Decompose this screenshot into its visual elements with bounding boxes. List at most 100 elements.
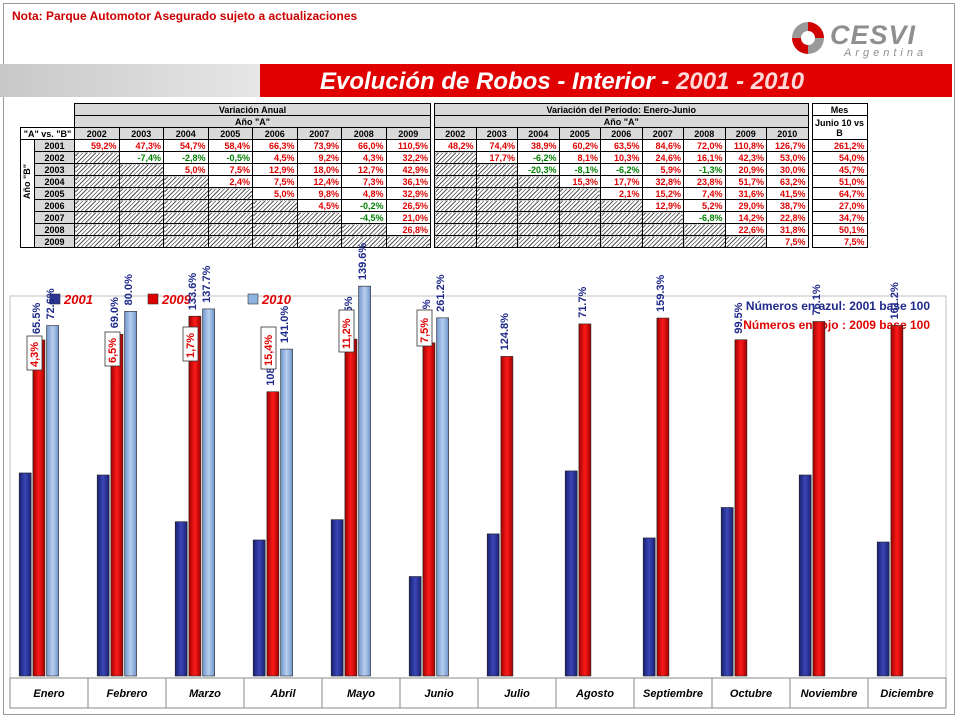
bar-2001 (96, 474, 110, 677)
bar-2001 (642, 537, 656, 677)
table-cell-empty (600, 235, 643, 248)
bar-2009 (188, 315, 202, 677)
blue-value-label: 69.0% (109, 297, 121, 328)
title-years: 2001 - 2010 (676, 68, 805, 95)
bar-2009 (812, 321, 826, 677)
table-cell-empty (341, 223, 387, 236)
category-label: Octubre (730, 688, 772, 700)
table-cell-empty (252, 223, 298, 236)
table-cell-empty (558, 235, 601, 248)
table-cell-empty (296, 223, 342, 236)
table-cell-empty (163, 187, 209, 200)
table-cell-empty (517, 235, 560, 248)
slide-frame (3, 3, 955, 715)
red-box-label: 4,3% (29, 342, 41, 367)
legend-note-blue: Números en azul: 2001 base 100 (746, 299, 930, 313)
table-cell-empty (434, 235, 477, 248)
table-col-header: 2002 (434, 127, 477, 140)
table-cell-empty (517, 211, 560, 224)
table-cell-empty (683, 235, 726, 248)
table-col-header: 2006 (600, 127, 643, 140)
table-cell-empty (558, 187, 601, 200)
category-label: Febrero (107, 688, 148, 700)
lightblue-value-label: 139.6% (357, 243, 369, 281)
category-label: Septiembre (643, 688, 703, 700)
bar-2010 (202, 308, 215, 677)
bar-2001 (720, 507, 734, 677)
bar-2009 (344, 338, 358, 677)
table-cell-empty (163, 223, 209, 236)
table-col-header: 2005 (558, 127, 601, 140)
table-row-year: 2008 (34, 223, 75, 236)
table-cell-empty (207, 235, 253, 248)
bar-2001 (174, 521, 188, 677)
table-cell-empty (118, 235, 164, 248)
table-cell-empty (74, 235, 120, 248)
red-box-label: 7,5% (419, 318, 431, 343)
table-cell-month: 7,5% (811, 235, 868, 248)
category-label: Diciembre (880, 688, 933, 700)
red-box-frame (260, 326, 277, 370)
table-col-header: 2003 (475, 127, 518, 140)
legend-swatch (49, 293, 61, 305)
table-cell-empty (434, 187, 477, 200)
title-banner (0, 64, 952, 97)
table-cell-empty (296, 235, 342, 248)
table-col-header: 2003 (118, 127, 164, 140)
table-cell-empty (118, 175, 164, 188)
logo-brand: CESVI (830, 20, 917, 50)
red-box-label: 15,4% (263, 335, 275, 366)
red-box-frame (182, 326, 199, 362)
lightblue-value-label: 141.0% (279, 306, 291, 344)
blue-value-label: 124.8% (499, 313, 511, 351)
blue-value-label: 159.3% (655, 275, 667, 313)
variation-table: Variación Anual Variación del Período: En… (20, 103, 868, 248)
legend-swatch (147, 293, 159, 305)
title-main: Evolución de Robos - Interior - (320, 68, 677, 95)
page-title: Evolución de Robos - Interior - 2001 - 2… (320, 68, 804, 96)
table-cell-empty (434, 211, 477, 224)
blue-value-label: 76.1% (811, 284, 823, 315)
table-cell-empty (558, 199, 601, 212)
blue-value-label: 65.5% (31, 303, 43, 334)
table-cell-empty (163, 211, 209, 224)
table-cell-empty (118, 223, 164, 236)
bar-2009 (500, 356, 514, 677)
blue-value-label: 161.2% (889, 282, 901, 320)
table-row-year: 2009 (34, 235, 75, 248)
red-box-label: 11,2% (341, 318, 353, 349)
table-row-year: 2006 (34, 199, 75, 212)
red-box-label: 1,7% (185, 333, 197, 358)
table-cell-empty (434, 223, 477, 236)
table-cell-empty (475, 235, 518, 248)
lightblue-value-label: 261.2% (435, 274, 447, 312)
red-box-frame (338, 309, 355, 353)
bar-2009 (110, 333, 124, 677)
bar-2010 (46, 325, 59, 677)
table-cell-empty (517, 175, 560, 188)
table-cell-empty (475, 163, 518, 176)
table-cell-empty (641, 235, 684, 248)
red-box-frame (416, 309, 433, 347)
bar-2001 (330, 519, 344, 677)
table-corner-label: "A" vs. "B" (20, 127, 75, 140)
table-cell-empty (434, 199, 477, 212)
table-col-header: 2009 (385, 127, 431, 140)
blue-value-label: 133.6% (187, 273, 199, 311)
bar-2009 (890, 325, 904, 677)
bar-2009 (422, 342, 436, 677)
category-label: Mayo (347, 688, 375, 700)
bar-2001 (18, 472, 32, 677)
bar-2010 (436, 317, 449, 677)
table-cell-empty (385, 235, 431, 248)
red-box-frame (26, 335, 43, 371)
bar-2009 (266, 391, 280, 677)
table-cell-empty (163, 199, 209, 212)
table-sub-month: Junio 10 vs B (811, 115, 868, 140)
bar-2001 (564, 470, 578, 677)
lightblue-value-label: 72.6% (45, 288, 57, 319)
red-box-label: 6,5% (107, 338, 119, 363)
table-row-year: 2001 (34, 139, 75, 152)
table-cell-empty (252, 235, 298, 248)
